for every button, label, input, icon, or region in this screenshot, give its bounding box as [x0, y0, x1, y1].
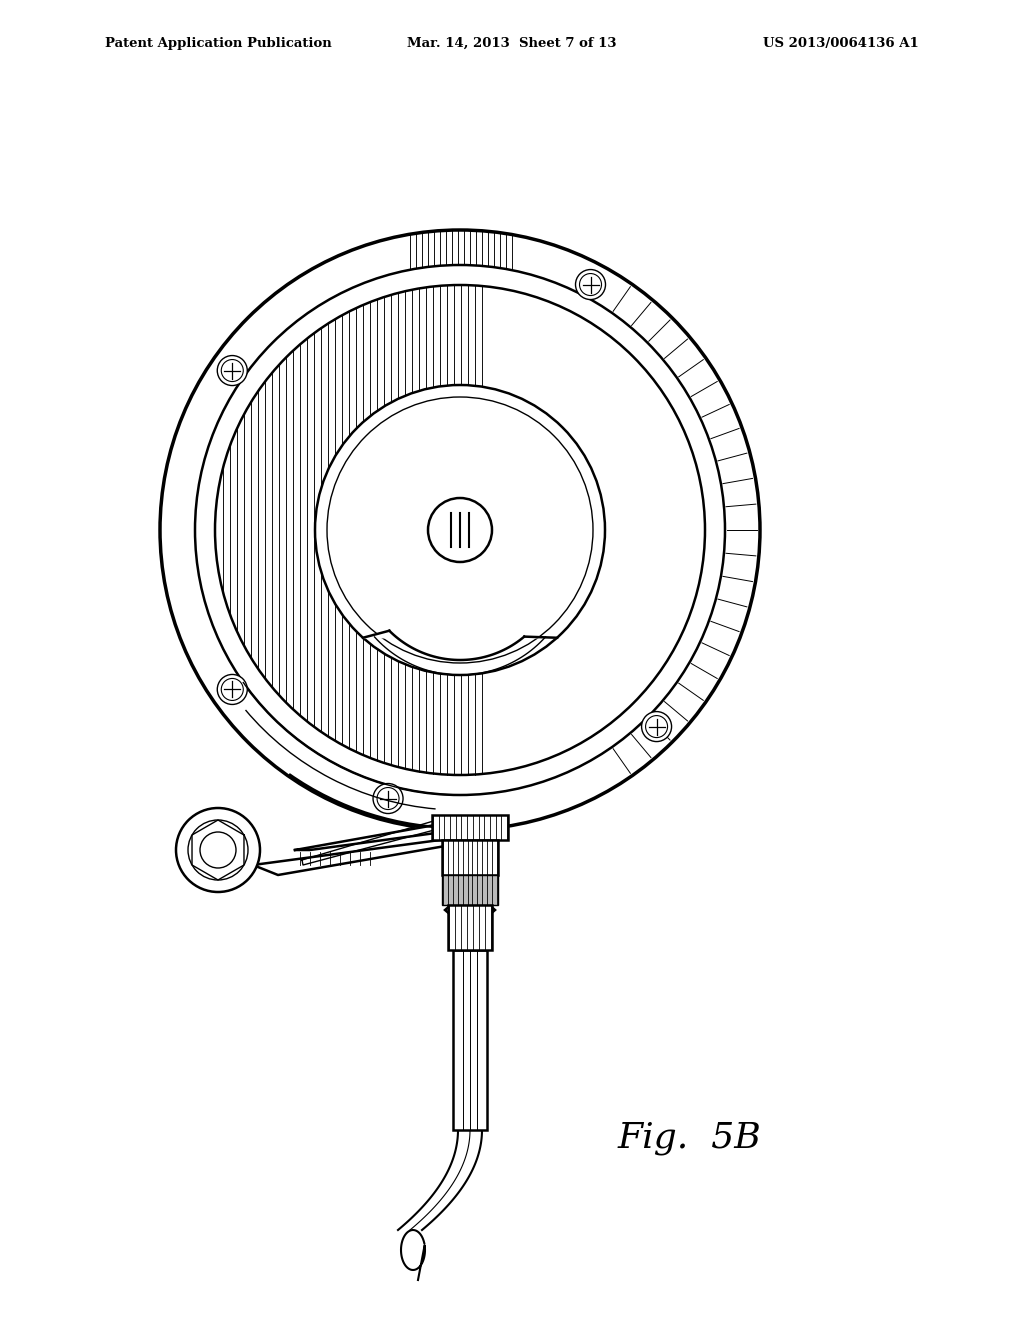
Circle shape — [428, 498, 492, 562]
Polygon shape — [445, 899, 495, 921]
Circle shape — [217, 675, 247, 705]
Circle shape — [575, 269, 605, 300]
Bar — [442, 840, 498, 875]
Circle shape — [200, 832, 236, 869]
Circle shape — [221, 678, 244, 701]
Circle shape — [327, 397, 593, 663]
Bar — [453, 950, 487, 1130]
Circle shape — [188, 820, 248, 880]
Circle shape — [315, 385, 605, 675]
Circle shape — [221, 359, 244, 381]
Circle shape — [645, 715, 668, 738]
Bar — [442, 875, 498, 906]
Text: Fig.  5B: Fig. 5B — [618, 1121, 762, 1155]
Text: Patent Application Publication: Patent Application Publication — [105, 37, 332, 50]
Circle shape — [195, 265, 725, 795]
Circle shape — [580, 273, 601, 296]
Circle shape — [642, 711, 672, 742]
Circle shape — [215, 285, 705, 775]
Bar — [449, 906, 492, 950]
Polygon shape — [253, 840, 480, 875]
Polygon shape — [362, 631, 557, 660]
Circle shape — [217, 355, 247, 385]
Circle shape — [373, 784, 403, 813]
Text: US 2013/0064136 A1: US 2013/0064136 A1 — [763, 37, 919, 50]
Circle shape — [176, 808, 260, 892]
Polygon shape — [295, 825, 495, 850]
Circle shape — [377, 788, 399, 809]
Bar — [432, 814, 508, 840]
Text: Mar. 14, 2013  Sheet 7 of 13: Mar. 14, 2013 Sheet 7 of 13 — [408, 37, 616, 50]
Circle shape — [160, 230, 760, 830]
